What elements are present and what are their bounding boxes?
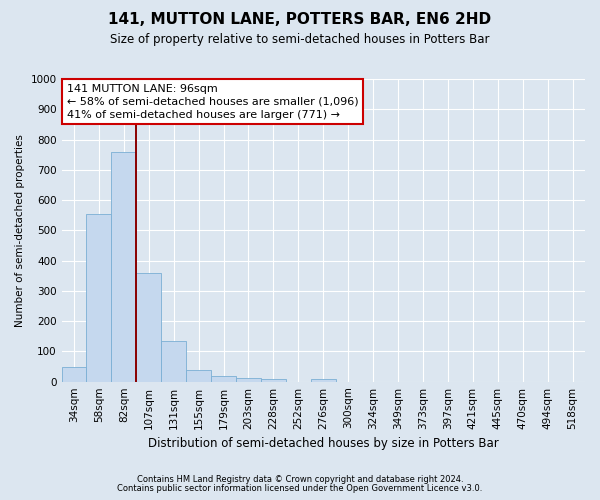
Bar <box>161 342 186 382</box>
Bar <box>112 152 136 382</box>
Text: Contains HM Land Registry data © Crown copyright and database right 2024.: Contains HM Land Registry data © Crown c… <box>137 475 463 484</box>
Bar <box>86 214 112 382</box>
Bar <box>311 380 336 382</box>
Bar <box>136 272 161 382</box>
Text: 141 MUTTON LANE: 96sqm
← 58% of semi-detached houses are smaller (1,096)
41% of : 141 MUTTON LANE: 96sqm ← 58% of semi-det… <box>67 84 358 120</box>
Y-axis label: Number of semi-detached properties: Number of semi-detached properties <box>15 134 25 327</box>
Bar <box>186 370 211 382</box>
Bar <box>211 376 236 382</box>
Text: Size of property relative to semi-detached houses in Potters Bar: Size of property relative to semi-detach… <box>110 32 490 46</box>
Bar <box>261 380 286 382</box>
Text: 141, MUTTON LANE, POTTERS BAR, EN6 2HD: 141, MUTTON LANE, POTTERS BAR, EN6 2HD <box>109 12 491 28</box>
Bar <box>62 366 86 382</box>
Text: Contains public sector information licensed under the Open Government Licence v3: Contains public sector information licen… <box>118 484 482 493</box>
Bar <box>236 378 261 382</box>
X-axis label: Distribution of semi-detached houses by size in Potters Bar: Distribution of semi-detached houses by … <box>148 437 499 450</box>
